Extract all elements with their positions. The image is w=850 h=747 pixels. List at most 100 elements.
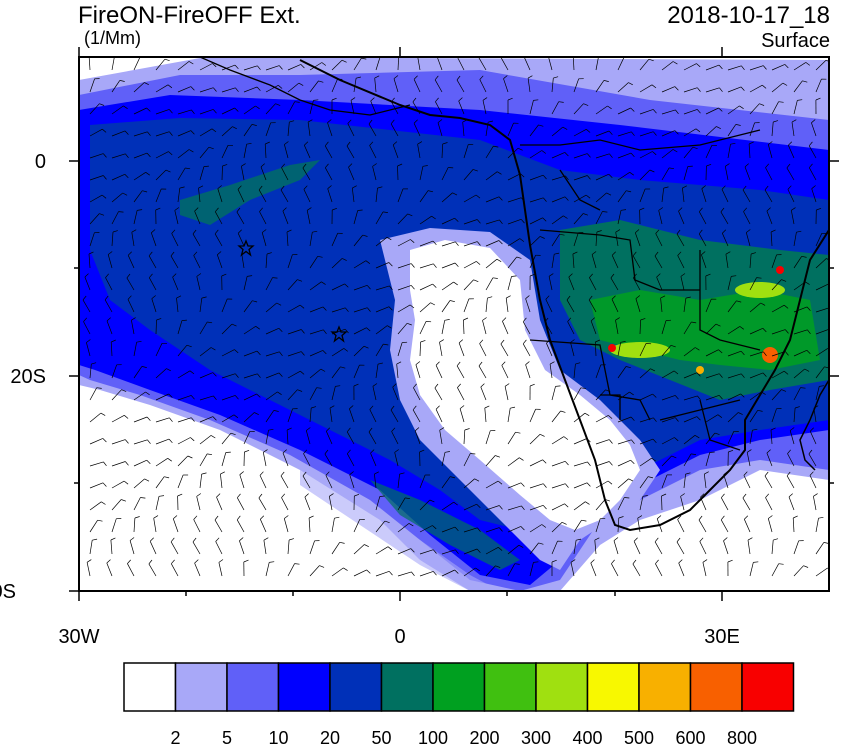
wind-barb — [217, 188, 223, 203]
wind-barb — [661, 167, 670, 181]
wind-barb-flag — [747, 449, 752, 453]
wind-barb — [500, 343, 509, 357]
wind-barb — [258, 497, 267, 511]
wind-barb-flag — [99, 103, 105, 106]
wind-barb-flag — [786, 163, 791, 169]
wind-barb-flag — [88, 251, 94, 255]
colorbar-label: 2 — [170, 728, 180, 747]
wind-barb — [639, 169, 651, 181]
wind-barb — [507, 276, 512, 291]
wind-barb-flag — [289, 538, 294, 541]
wind-barb — [765, 497, 773, 511]
wind-barb-flag — [211, 128, 217, 133]
wind-barb — [86, 342, 91, 357]
wind-barb-flag — [743, 207, 748, 212]
wind-barb — [172, 518, 179, 533]
wind-barb — [221, 414, 235, 423]
wind-barb — [551, 503, 565, 511]
wind-barb-flag — [304, 141, 309, 146]
wind-barb — [764, 475, 773, 489]
wind-barb-flag — [819, 385, 825, 387]
wind-barb-flag — [570, 559, 576, 563]
wind-barb — [566, 299, 575, 313]
wind-barb-flag — [247, 275, 253, 277]
wind-barb — [199, 63, 213, 71]
wind-barb — [771, 254, 777, 269]
wind-barb-flag — [105, 273, 109, 278]
wind-barb-flag — [259, 207, 263, 212]
wind-barb — [281, 497, 289, 511]
wind-barb — [331, 78, 338, 93]
wind-barb-flag — [519, 238, 525, 242]
wind-barb — [705, 323, 717, 335]
wind-barb — [221, 373, 236, 379]
wind-barb-flag — [673, 370, 679, 375]
wind-barb — [529, 150, 542, 159]
wind-barb-flag — [476, 261, 481, 265]
wind-barb — [177, 149, 190, 159]
wind-barb-flag — [701, 185, 706, 189]
wind-barb-flag — [155, 207, 161, 211]
wind-barb — [237, 233, 245, 247]
wind-barb-flag — [453, 501, 458, 506]
wind-barb-flag — [764, 471, 769, 477]
wind-barb — [529, 524, 542, 533]
wind-barb-flag — [214, 229, 219, 235]
wind-barb-flag — [146, 416, 151, 421]
wind-barb-flag — [434, 383, 439, 389]
wind-barb-flag — [576, 538, 582, 541]
wind-barb-flag — [580, 387, 586, 389]
wind-barb-flag — [796, 230, 802, 233]
wind-barb-flag — [458, 339, 464, 344]
wind-barb-flag — [676, 229, 681, 235]
wind-barb-flag — [450, 476, 456, 479]
wind-barb-flag — [497, 171, 502, 175]
wind-barb-flag — [698, 229, 703, 235]
wind-barb-flag — [608, 415, 613, 419]
wind-barb — [639, 457, 652, 467]
wind-barb — [485, 455, 496, 467]
wind-barb — [743, 475, 751, 489]
wind-barb — [111, 461, 126, 467]
wind-barb-flag — [409, 304, 415, 309]
wind-barb — [259, 475, 267, 489]
wind-barb-flag — [590, 559, 595, 564]
wind-barb — [456, 365, 465, 379]
wind-barb — [590, 562, 597, 577]
wind-barb — [551, 234, 560, 247]
wind-barb-flag — [658, 207, 664, 211]
wind-barb — [259, 519, 267, 533]
wind-barb-flag — [190, 437, 195, 442]
wind-barb — [397, 285, 412, 291]
wind-barb — [771, 64, 785, 71]
wind-barb — [791, 122, 795, 137]
wind-barb — [522, 321, 531, 335]
wind-barb — [436, 57, 443, 71]
wind-barb — [617, 416, 632, 423]
wind-barb-flag — [170, 537, 175, 543]
wind-barb-flag — [140, 497, 146, 499]
wind-barb-flag — [715, 323, 721, 327]
wind-barb-flag — [459, 405, 465, 409]
wind-barb — [89, 153, 104, 159]
wind-barb-flag — [791, 119, 797, 123]
wind-barb — [457, 57, 465, 71]
wind-barb-flag — [586, 482, 591, 487]
wind-barb-flag — [717, 414, 723, 418]
wind-barb-flag — [241, 163, 246, 167]
wind-barb-flag — [372, 383, 378, 387]
wind-barb-flag — [522, 317, 527, 322]
wind-barb-flag — [188, 149, 194, 153]
wind-barb — [265, 122, 272, 137]
wind-barb-flag — [603, 80, 609, 82]
wind-barb — [239, 474, 245, 489]
wind-barb-flag — [648, 476, 654, 479]
wind-barb-flag — [587, 175, 591, 180]
wind-barb-flag — [396, 361, 402, 365]
wind-barb — [808, 145, 817, 159]
wind-barb-flag — [164, 476, 170, 479]
wind-barb — [133, 172, 146, 181]
colorbar-swatch — [586, 662, 640, 712]
wind-barb — [196, 276, 201, 291]
wind-barb-flag — [244, 449, 250, 453]
